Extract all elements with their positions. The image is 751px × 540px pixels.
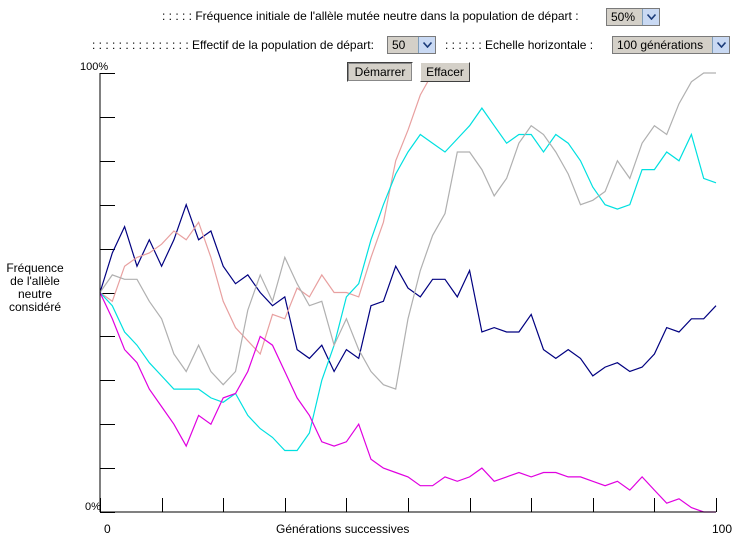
- x-max-label: 100: [712, 522, 733, 536]
- x-ticks: [100, 498, 717, 512]
- pop-size-select[interactable]: 50: [387, 36, 436, 54]
- series-line-4: [99, 72, 716, 390]
- series-line-3: [99, 107, 717, 452]
- pop-size-label: : : : : : : : : : : : : : : : Effectif d…: [92, 38, 374, 52]
- h-scale-label: : : : : : : Echelle horizontale :: [445, 38, 594, 52]
- series-line-1: [99, 202, 717, 377]
- x-min-label: 0: [104, 522, 111, 536]
- chevron-down-icon: [418, 37, 435, 53]
- series-line-2: [99, 72, 434, 356]
- initial-freq-select[interactable]: 50%: [606, 8, 660, 26]
- initial-freq-label: : : : : : Fréquence initiale de l'allèle…: [162, 9, 579, 23]
- h-scale-value: 100 générations: [617, 38, 704, 52]
- h-scale-select[interactable]: 100 générations: [612, 36, 730, 54]
- series-line-5: [99, 292, 716, 513]
- start-button[interactable]: Démarrer: [347, 62, 413, 82]
- chevron-down-icon: [642, 9, 659, 25]
- y-min-label: 0%: [85, 501, 101, 513]
- x-axis-title: Générations successives: [276, 522, 410, 536]
- series-lines: [99, 72, 717, 513]
- initial-freq-value: 50%: [611, 10, 636, 24]
- chevron-down-icon: [712, 37, 729, 53]
- y-axis-title: Fréquence de l'allèle neutre considéré: [6, 261, 64, 314]
- y-ticks: [100, 73, 115, 513]
- pop-size-value: 50: [392, 38, 406, 52]
- clear-button[interactable]: Effacer: [420, 62, 470, 82]
- y-max-label: 100%: [80, 61, 109, 73]
